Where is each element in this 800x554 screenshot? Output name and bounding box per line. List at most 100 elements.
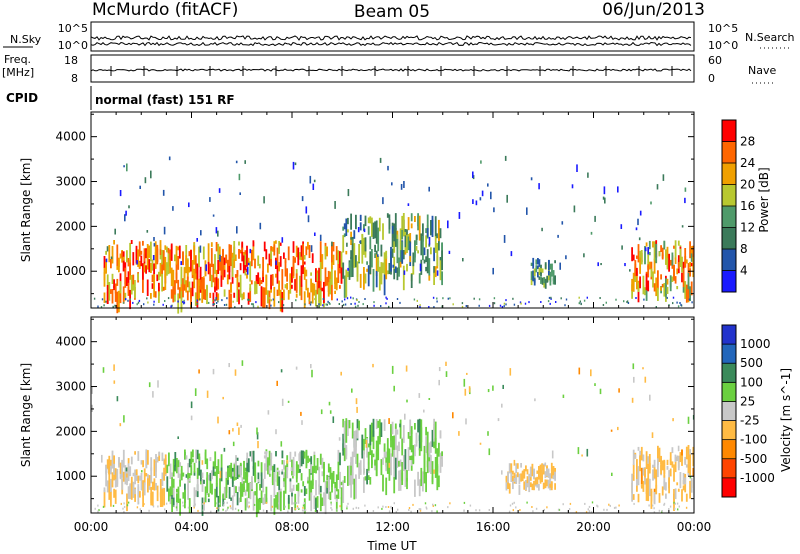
- scatter-cell: [278, 476, 281, 491]
- scatter-cell: [687, 457, 690, 473]
- scatter-cell: [209, 197, 211, 202]
- scatter-cell: [465, 418, 467, 425]
- scatter-cell: [432, 296, 435, 299]
- scatter-cell: [226, 508, 229, 511]
- scatter-cell: [538, 270, 541, 276]
- scatter-cell: [150, 262, 152, 273]
- scatter-cell: [153, 300, 155, 303]
- scatter-cell: [452, 303, 454, 306]
- scatter-cell: [673, 501, 675, 504]
- scatter-cell: [177, 300, 179, 303]
- scatter-cell: [138, 299, 141, 302]
- scatter-cell: [424, 502, 427, 505]
- scatter-cell: [367, 226, 370, 235]
- scatter-cell: [544, 278, 547, 289]
- scatter-cell: [371, 460, 373, 465]
- scatter-cell: [388, 214, 391, 226]
- scatter-cell: [573, 205, 576, 213]
- scatter-cell: [544, 471, 547, 479]
- scatter-cell: [373, 301, 375, 304]
- scatter-cell: [550, 297, 552, 300]
- scatter-cell: [238, 241, 240, 246]
- scatter-cell: [278, 490, 281, 510]
- scatter-cell: [188, 498, 191, 514]
- scatter-cell: [255, 301, 257, 304]
- scatter-cell: [214, 286, 216, 293]
- scatter-cell: [342, 418, 345, 428]
- scatter-cell: [679, 302, 681, 304]
- scatter-cell: [692, 245, 695, 263]
- scatter-cell: [603, 508, 605, 511]
- scatter-cell: [205, 264, 207, 272]
- scatter-cell: [399, 459, 402, 467]
- scatter-cell: [525, 480, 527, 491]
- scatter-cell: [661, 510, 663, 512]
- scatter-cell: [200, 230, 202, 236]
- scatter-cell: [328, 401, 331, 406]
- scatter-cell: [351, 259, 354, 277]
- scatter-cell: [302, 450, 305, 465]
- scatter-cell: [640, 446, 643, 461]
- velocity-colorbar-label: Velocity [m s^-1]: [779, 368, 793, 472]
- scatter-cell: [632, 272, 635, 292]
- scatter-cell: [518, 484, 521, 495]
- scatter-cell: [531, 463, 534, 475]
- scatter-cell: [541, 227, 543, 232]
- scatter-cell: [91, 404, 93, 412]
- scatter-cell: [127, 486, 130, 499]
- scatter-cell: [692, 257, 695, 278]
- scatter-cell: [114, 468, 117, 480]
- scatter-cell: [276, 467, 279, 483]
- scatter-cell: [329, 302, 331, 305]
- scatter-cell: [170, 289, 173, 299]
- scatter-cell: [283, 490, 285, 510]
- scatter-cell: [110, 259, 112, 269]
- scatter-cell: [279, 256, 282, 267]
- scatter-cell: [505, 299, 507, 302]
- scatter-cell: [231, 467, 234, 487]
- scatter-cell: [653, 258, 656, 274]
- scatter-cell: [273, 286, 276, 307]
- scatter-cell: [359, 240, 361, 243]
- scatter-cell: [297, 491, 300, 504]
- scatter-cell: [416, 234, 418, 240]
- scatter-cell: [339, 452, 341, 466]
- x-axis-title: Time UT: [366, 539, 417, 553]
- scatter-cell: [110, 459, 112, 470]
- scatter-cell: [674, 257, 677, 264]
- scatter-cell: [433, 272, 435, 285]
- scatter-cell: [479, 197, 482, 201]
- scatter-cell: [639, 257, 641, 274]
- scatter-cell: [332, 242, 335, 252]
- scatter-cell: [663, 474, 666, 484]
- colorbar-tick-label: 100: [740, 375, 763, 389]
- scatter-cell: [114, 477, 117, 488]
- scatter-cell: [283, 252, 285, 259]
- scatter-cell: [318, 267, 320, 289]
- scatter-cell: [295, 245, 298, 258]
- scatter-cell: [199, 245, 202, 253]
- scatter-cell: [676, 268, 679, 275]
- scatter-cell: [171, 304, 173, 307]
- scatter-cell: [532, 510, 534, 513]
- scatter-cell: [335, 495, 338, 499]
- scatter-cell: [332, 416, 335, 423]
- scatter-cell: [642, 467, 645, 476]
- scatter-cell: [169, 486, 172, 501]
- scatter-cell: [330, 501, 332, 504]
- colorbar-tick-label: 1000: [740, 337, 771, 351]
- scatter-cell: [438, 379, 440, 386]
- scatter-cell: [385, 455, 388, 467]
- scatter-cell: [327, 492, 330, 500]
- scatter-cell: [291, 501, 293, 504]
- colorbar-tick-label: -100: [740, 433, 767, 447]
- scatter-cell: [623, 300, 625, 303]
- scatter-cell: [690, 478, 693, 493]
- scatter-cell: [351, 388, 353, 393]
- scatter-cell: [263, 493, 266, 504]
- scatter-cell: [209, 477, 212, 494]
- scatter-cell: [168, 452, 170, 467]
- scatter-cell: [372, 418, 375, 437]
- scatter-cell: [618, 504, 620, 507]
- scatter-cell: [309, 175, 312, 184]
